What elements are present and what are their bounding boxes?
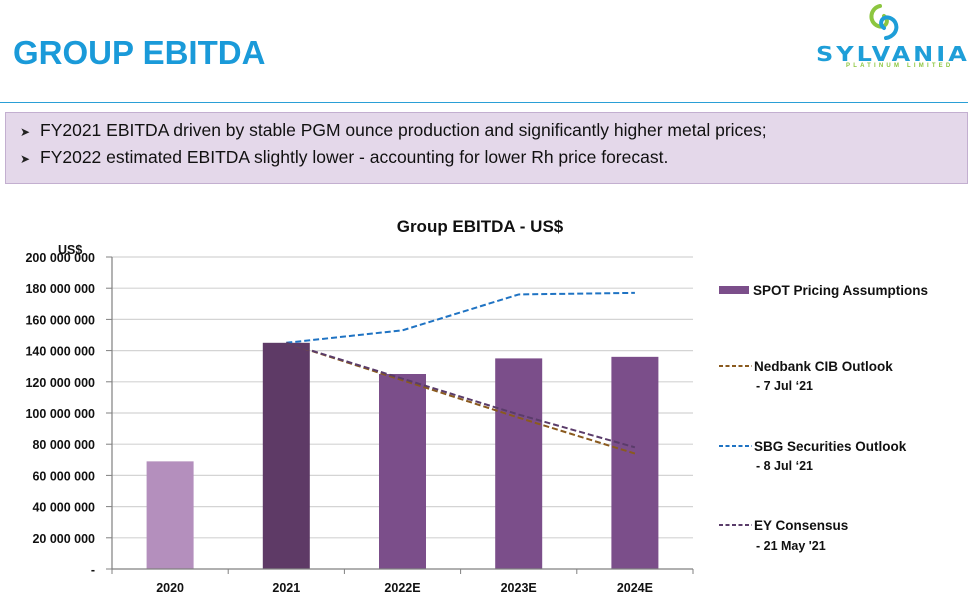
bars [146, 342, 659, 569]
bar-2024E [611, 356, 659, 569]
y-tick-label: 160 000 000 [25, 313, 95, 327]
legend-sublabel: - 21 May '21 [756, 539, 826, 553]
y-tick-label: 140 000 000 [25, 345, 95, 359]
x-tick-label: 2022E [384, 581, 420, 595]
legend-label: SBG Securities Outlook [754, 439, 907, 454]
lines [285, 291, 636, 455]
legend-label-spot: SPOT Pricing Assumptions [753, 283, 928, 298]
legend-swatch-spot [719, 286, 749, 294]
bar-2022E [379, 374, 426, 569]
swirl-icon [869, 4, 899, 40]
summary-box: ➤ FY2021 EBITDA driven by stable PGM ounc… [5, 112, 968, 184]
y-tick-labels: - 20 000 000 40 000 000 60 000 000 80 000 00… [25, 251, 95, 577]
legend-sublabel: - 7 Jul ‘21 [756, 379, 813, 393]
chart-title: Group EBITDA - US$ [396, 217, 564, 236]
legend-label: Nedbank CIB Outlook [754, 359, 893, 374]
legend-label: EY Consensus [754, 518, 848, 533]
y-tick-label: 60 000 000 [32, 469, 95, 483]
y-tick-label: 100 000 000 [25, 407, 95, 421]
y-tick-label: 80 000 000 [32, 438, 95, 452]
legend-sublabel: - 8 Jul ‘21 [756, 459, 813, 473]
sylvania-logo: SYLVANIA PLATINUM LIMITED [812, 0, 972, 80]
bar-2023E [495, 358, 543, 569]
y-tick-label: 200 000 000 [25, 251, 95, 265]
x-tick-label: 2020 [156, 581, 184, 595]
x-tick-label: 2023E [501, 581, 537, 595]
header-divider [0, 102, 968, 103]
logo-subtitle: PLATINUM LIMITED [846, 63, 954, 69]
axes [106, 256, 694, 574]
bullet-text: FY2022 estimated EBITDA slightly lower -… [40, 147, 669, 167]
bar-2020 [146, 461, 194, 569]
arrow-bullet-icon: ➤ [20, 152, 31, 166]
line-ey-consensus [286, 341, 636, 449]
y-tick-label: 40 000 000 [32, 501, 95, 515]
arrow-bullet-icon: ➤ [20, 125, 31, 139]
page-title: GROUP EBITDA [13, 34, 266, 71]
x-tick-label: 2024E [617, 581, 653, 595]
logo-wordmark: SYLVANIA [816, 42, 970, 66]
x-tick-labels: 2020 2021 2022E 2023E 2024E [156, 581, 653, 595]
y-tick-label: 20 000 000 [32, 532, 95, 546]
y-axis-label: US$ [58, 243, 82, 257]
line-nedbank-cib-outlook [285, 341, 636, 455]
legend: SPOT Pricing Assumptions Nedbank CIB Outl… [719, 283, 928, 553]
x-tick-label: 2021 [272, 581, 300, 595]
y-tick-label: 180 000 000 [25, 282, 95, 296]
bullet-item: ➤ FY2022 estimated EBITDA slightly lower … [20, 147, 668, 168]
line-sbg-securities-outlook [286, 291, 635, 344]
bar-2021 [262, 342, 310, 569]
bullet-item: ➤ FY2021 EBITDA driven by stable PGM ounc… [20, 120, 767, 141]
y-tick-label: 120 000 000 [25, 376, 95, 390]
bullet-text: FY2021 EBITDA driven by stable PGM ounce… [40, 120, 767, 140]
y-tick-label: - [91, 563, 95, 577]
